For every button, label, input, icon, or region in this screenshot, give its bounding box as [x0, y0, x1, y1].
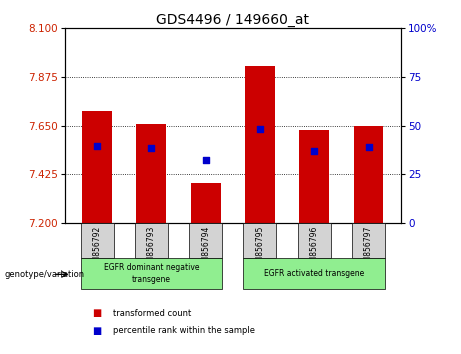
Point	[202, 158, 209, 163]
Point	[148, 145, 155, 151]
Bar	[245, 66, 275, 223]
Text: EGFR activated transgene: EGFR activated transgene	[264, 269, 364, 278]
Text: GSM856796: GSM856796	[310, 226, 319, 272]
Point	[94, 143, 101, 149]
Text: GSM856795: GSM856795	[255, 226, 265, 272]
Bar	[243, 258, 385, 289]
Bar	[136, 124, 166, 223]
Text: GSM856794: GSM856794	[201, 226, 210, 272]
Bar	[82, 110, 112, 223]
Point	[256, 126, 264, 132]
Point	[365, 144, 372, 150]
Text: GSM856792: GSM856792	[93, 226, 101, 272]
Title: GDS4496 / 149660_at: GDS4496 / 149660_at	[156, 13, 309, 27]
Text: genotype/variation: genotype/variation	[5, 270, 85, 279]
Bar	[243, 223, 277, 258]
Bar	[189, 223, 222, 258]
Text: percentile rank within the sample: percentile rank within the sample	[113, 326, 255, 336]
Bar	[81, 223, 114, 258]
Bar	[354, 126, 384, 223]
Bar	[298, 223, 331, 258]
Text: ■: ■	[92, 308, 101, 318]
Bar	[191, 183, 221, 223]
Text: EGFR dominant negative
transgene: EGFR dominant negative transgene	[104, 263, 199, 284]
Bar	[352, 223, 385, 258]
Text: GSM856797: GSM856797	[364, 226, 373, 272]
Text: GSM856793: GSM856793	[147, 226, 156, 272]
Bar	[81, 258, 222, 289]
Bar	[299, 130, 329, 223]
Text: ■: ■	[92, 326, 101, 336]
Bar	[135, 223, 168, 258]
Text: transformed count: transformed count	[113, 309, 191, 318]
Point	[311, 148, 318, 153]
